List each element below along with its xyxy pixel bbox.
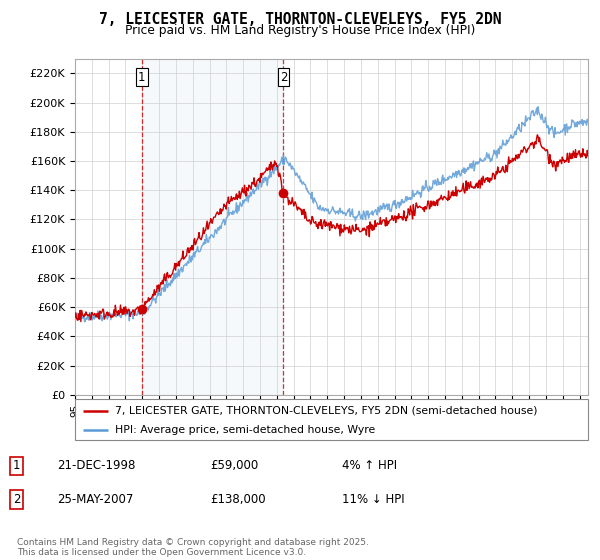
Text: Price paid vs. HM Land Registry's House Price Index (HPI): Price paid vs. HM Land Registry's House … [125, 24, 475, 36]
Text: 2: 2 [13, 493, 20, 506]
Text: 11% ↓ HPI: 11% ↓ HPI [342, 493, 404, 506]
Text: 25-MAY-2007: 25-MAY-2007 [57, 493, 133, 506]
Text: 1: 1 [138, 71, 146, 83]
Text: Contains HM Land Registry data © Crown copyright and database right 2025.
This d: Contains HM Land Registry data © Crown c… [17, 538, 368, 557]
Text: £59,000: £59,000 [210, 459, 258, 473]
Text: 7, LEICESTER GATE, THORNTON-CLEVELEYS, FY5 2DN (semi-detached house): 7, LEICESTER GATE, THORNTON-CLEVELEYS, F… [115, 405, 538, 416]
Text: 21-DEC-1998: 21-DEC-1998 [57, 459, 136, 473]
Text: 1: 1 [13, 459, 20, 473]
Text: 7, LEICESTER GATE, THORNTON-CLEVELEYS, FY5 2DN: 7, LEICESTER GATE, THORNTON-CLEVELEYS, F… [99, 12, 501, 27]
Text: HPI: Average price, semi-detached house, Wyre: HPI: Average price, semi-detached house,… [115, 424, 375, 435]
Text: £138,000: £138,000 [210, 493, 266, 506]
Text: 2: 2 [280, 71, 287, 83]
Text: 4% ↑ HPI: 4% ↑ HPI [342, 459, 397, 473]
Bar [142, 59, 283, 395]
FancyBboxPatch shape [75, 399, 588, 440]
